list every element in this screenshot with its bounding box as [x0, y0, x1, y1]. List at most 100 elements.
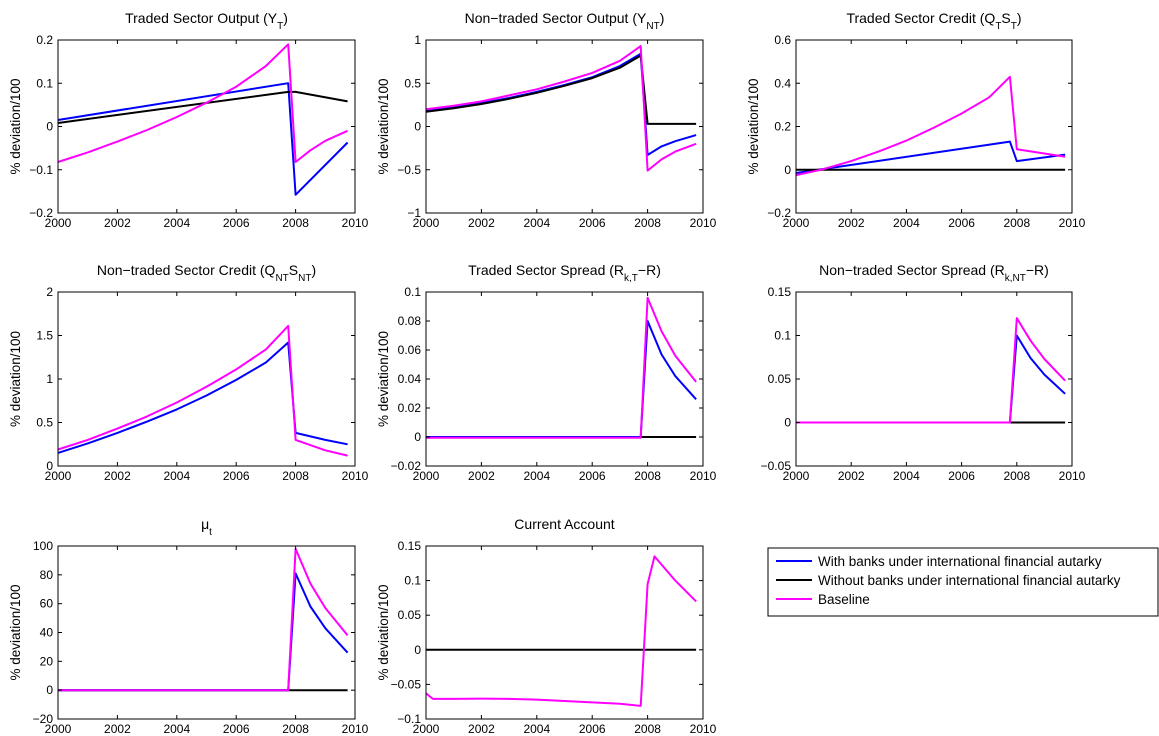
- y-tick-label: 0.1: [404, 285, 421, 299]
- y-axis-label: % deviation/100: [376, 78, 391, 174]
- y-tick-label: −0.2: [29, 206, 53, 220]
- x-tick-label: 2008: [282, 722, 309, 736]
- x-tick-label: 2010: [342, 216, 369, 230]
- series-line-2: [57, 324, 348, 457]
- x-tick-label: 2006: [579, 216, 606, 230]
- y-tick-label: 0: [784, 163, 791, 177]
- x-tick-label: 2000: [413, 469, 440, 483]
- chart-6: 2000 2002 2004 2006 2008 2010 0.15 0.1 0.05 0 −0.0…: [761, 262, 1086, 483]
- x-tick-label: 2010: [690, 469, 717, 483]
- series-line-2: [425, 54, 697, 125]
- y-tick-label: −1: [407, 206, 421, 220]
- chart-title: Traded Sector Credit (QTST): [846, 10, 1021, 32]
- x-tick-label: 2000: [783, 469, 810, 483]
- y-axis-label: % deviation/100: [8, 78, 23, 174]
- y-tick-label: 60: [40, 597, 54, 611]
- x-tick-label: 2002: [468, 216, 495, 230]
- y-axis-label: % deviation/100: [8, 331, 23, 427]
- y-tick-label: 40: [40, 626, 54, 640]
- x-tick-label: 2008: [1003, 216, 1030, 230]
- y-tick-label: −0.05: [761, 459, 792, 473]
- x-tick-label: 2010: [1059, 216, 1086, 230]
- x-tick-label: 2010: [1059, 469, 1086, 483]
- y-axis-label: % deviation/100: [8, 584, 23, 680]
- y-tick-label: 0.5: [404, 76, 421, 90]
- chart-title: Non−traded Sector Credit (QNTSNT): [97, 262, 316, 284]
- x-tick-label: 2000: [783, 216, 810, 230]
- y-tick-label: 1.5: [36, 329, 53, 343]
- x-tick-label: 2004: [163, 216, 190, 230]
- y-tick-label: 0.1: [36, 76, 53, 90]
- x-tick-label: 2002: [468, 469, 495, 483]
- y-tick-label: 100: [33, 539, 53, 553]
- x-tick-label: 2002: [838, 469, 865, 483]
- y-tick-label: 0: [46, 459, 53, 473]
- y-tick-label: −0.5: [397, 163, 421, 177]
- x-tick-label: 2010: [690, 216, 717, 230]
- axes-box: [795, 291, 1073, 467]
- chart-4: 2000 2002 2004 2006 2008 2010 2 1.5 1 0.5 0 % devia…: [8, 262, 369, 483]
- legend: With banks under international financial…: [767, 547, 1159, 617]
- x-tick-label: 2000: [413, 216, 440, 230]
- y-tick-label: −20: [33, 712, 54, 726]
- x-tick-label: 2008: [634, 722, 661, 736]
- chart-2: 2000 2002 2004 2006 2008 2010 1 0.5 0 −0.5 −1 % dev…: [376, 10, 717, 230]
- chart-5: 2000 2002 2004 2006 2008 2010 0.1 0.08 0.06 0.04 0…: [376, 262, 717, 483]
- y-tick-label: 0.2: [774, 120, 791, 134]
- y-tick-label: 20: [40, 654, 54, 668]
- x-tick-label: 2002: [468, 722, 495, 736]
- x-tick-label: 2004: [523, 469, 550, 483]
- x-tick-label: 2000: [45, 469, 72, 483]
- legend-box: [767, 547, 1159, 617]
- series-line-1: [57, 82, 349, 196]
- y-tick-label: 80: [40, 568, 54, 582]
- y-axis-label: % deviation/100: [376, 584, 391, 680]
- x-tick-label: 2004: [163, 722, 190, 736]
- axes-box: [57, 291, 356, 467]
- y-tick-label: 0: [784, 416, 791, 430]
- y-tick-label: 0.04: [398, 372, 422, 386]
- x-tick-label: 2000: [45, 722, 72, 736]
- chart-title: Traded Sector Spread (Rk,T−R): [468, 262, 661, 284]
- y-tick-label: 0.05: [398, 608, 422, 622]
- y-tick-label: 0.08: [398, 314, 422, 328]
- x-tick-label: 2006: [223, 722, 250, 736]
- series-line-1: [795, 140, 1066, 174]
- y-tick-label: 0.5: [36, 416, 53, 430]
- x-tick-label: 2006: [223, 469, 250, 483]
- y-tick-label: 0: [414, 120, 421, 134]
- y-tick-label: 0.1: [774, 329, 791, 343]
- x-tick-label: 2008: [282, 216, 309, 230]
- x-tick-label: 2000: [45, 216, 72, 230]
- y-tick-label: 0.15: [768, 285, 792, 299]
- chart-title: Traded Sector Output (YT): [125, 10, 288, 32]
- y-tick-label: 0.05: [768, 372, 792, 386]
- y-tick-label: 1: [46, 372, 53, 386]
- series-line-3: [425, 45, 697, 172]
- y-tick-label: 0.06: [398, 343, 422, 357]
- x-tick-label: 2004: [523, 722, 550, 736]
- y-tick-label: −0.1: [29, 163, 53, 177]
- chart-title: Current Account: [514, 516, 614, 532]
- x-tick-label: 2010: [342, 722, 369, 736]
- x-tick-label: 2002: [104, 722, 131, 736]
- x-tick-label: 2004: [893, 469, 920, 483]
- x-tick-label: 2010: [690, 722, 717, 736]
- y-tick-label: 0.02: [398, 401, 422, 415]
- axes-box: [425, 545, 704, 720]
- chart-title: Non−traded Sector Spread (Rk,NT−R): [819, 262, 1049, 284]
- series-line-3: [796, 317, 1066, 424]
- chart-title: μt: [201, 516, 212, 538]
- y-tick-label: 0: [414, 430, 421, 444]
- x-tick-label: 2004: [893, 216, 920, 230]
- y-tick-label: 2: [46, 285, 53, 299]
- chart-title: Non−traded Sector Output (YNT): [465, 10, 665, 32]
- x-tick-label: 2004: [523, 216, 550, 230]
- axes-box: [57, 39, 356, 214]
- x-tick-label: 2002: [104, 469, 131, 483]
- axes-box: [425, 39, 704, 214]
- series-line-2: [425, 555, 697, 707]
- y-axis-label: % deviation/100: [376, 331, 391, 427]
- y-axis-label: % deviation/100: [746, 78, 761, 174]
